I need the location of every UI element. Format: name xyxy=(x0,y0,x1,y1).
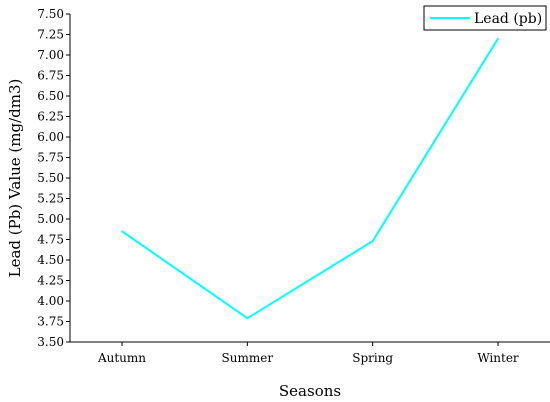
y-tick-label: 5.25 xyxy=(37,192,64,206)
y-tick-label: 5.50 xyxy=(37,171,64,185)
series-line xyxy=(121,38,499,320)
x-tick-label: Winter xyxy=(477,351,519,365)
legend-label: Lead (pb) xyxy=(474,11,542,27)
data-point xyxy=(497,37,499,40)
y-tick-label: 4.25 xyxy=(37,274,64,288)
legend: Lead (pb) xyxy=(423,5,547,31)
y-tick-label: 7.25 xyxy=(37,28,64,42)
y-tick-label: 7.50 xyxy=(37,7,64,21)
y-axis: 3.50 3.75 4.00 4.25 4.50 4.75 5.00 5.25 5.50 5.75… xyxy=(37,7,70,349)
y-tick-label: 4.00 xyxy=(37,294,64,308)
y-tick-label: 4.50 xyxy=(37,253,64,267)
data-point xyxy=(371,240,374,242)
y-tick-label: 6.75 xyxy=(37,69,64,83)
series-layer xyxy=(121,37,499,320)
data-point xyxy=(246,317,249,320)
y-tick-label: 5.75 xyxy=(37,151,64,165)
y-tick-label: 4.75 xyxy=(37,233,64,247)
x-axis: Autumn Summer Spring Winter xyxy=(97,342,519,365)
x-tick-label: Spring xyxy=(352,351,393,365)
y-tick-label: 3.50 xyxy=(37,335,64,349)
y-tick-label: 5.00 xyxy=(37,212,64,226)
y-axis-title: Lead (Pb) Value (mg/dm3) xyxy=(6,79,24,278)
y-tick-label: 3.75 xyxy=(37,315,64,329)
x-tick-label: Autumn xyxy=(97,351,146,365)
y-tick-label: 6.00 xyxy=(37,130,64,144)
plot-area xyxy=(69,14,550,343)
y-tick-label: 7.00 xyxy=(37,48,64,62)
y-tick-label: 6.25 xyxy=(37,110,64,124)
data-point xyxy=(121,230,123,233)
y-tick-label: 6.50 xyxy=(37,89,64,103)
x-tick-label: Summer xyxy=(222,351,274,365)
x-axis-title: Seasons xyxy=(279,382,341,400)
